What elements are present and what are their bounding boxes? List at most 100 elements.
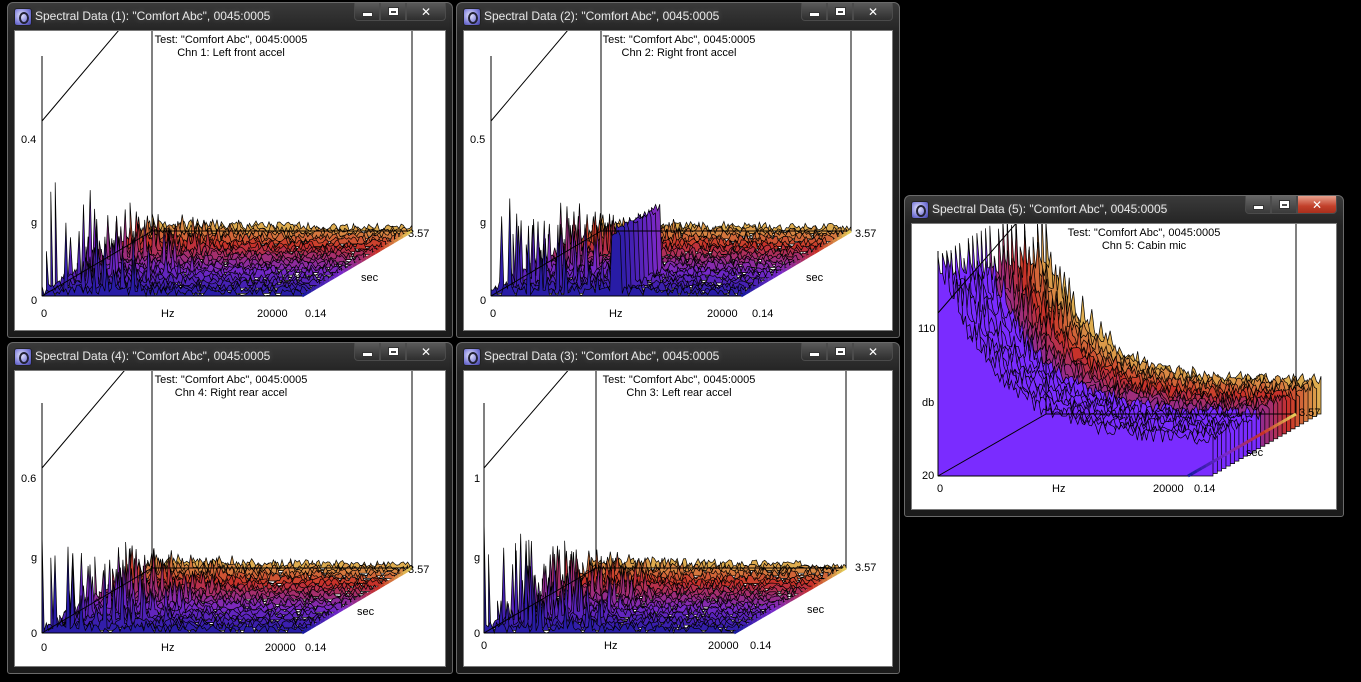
- y-max-label: 0.5: [470, 134, 485, 146]
- minimize-button[interactable]: [354, 3, 380, 21]
- close-button[interactable]: ✕: [1297, 196, 1337, 214]
- close-icon: ✕: [420, 344, 432, 359]
- time-axis-segment: [763, 278, 770, 284]
- y-max-label: 0.6: [21, 473, 36, 485]
- waterfall-plot[interactable]: Test: "Comfort Abc", 0045:0005 Chn 5: Ca…: [912, 224, 1338, 513]
- waterfall-slice: [138, 550, 400, 577]
- time-axis-segment: [1187, 472, 1194, 478]
- time-axis-segment: [402, 569, 409, 575]
- maximize-button[interactable]: [380, 343, 406, 361]
- close-button[interactable]: ✕: [406, 3, 446, 21]
- time-axis-segment: [758, 281, 765, 287]
- waterfall-slice: [937, 255, 1214, 477]
- maximize-button[interactable]: [827, 3, 853, 21]
- time-axis-segment: [1236, 443, 1243, 449]
- waterfall-slice: [94, 556, 356, 603]
- minimize-button[interactable]: [801, 3, 827, 21]
- time-axis-segment: [406, 566, 413, 572]
- title-bar[interactable]: Spectral Data (3): "Comfort Abc", 0045:0…: [457, 343, 899, 369]
- time-axis-segment: [845, 229, 852, 235]
- x-unit-label: Hz: [161, 308, 174, 320]
- minimize-button[interactable]: [1245, 196, 1271, 214]
- window-title: Spectral Data (3): "Comfort Abc", 0045:0…: [484, 349, 720, 363]
- spectral-window-1[interactable]: Spectral Data (1): "Comfort Abc", 0045:0…: [7, 2, 453, 338]
- top-left-edge: [41, 371, 125, 469]
- time-axis-segment: [817, 580, 824, 586]
- maximize-icon: [1278, 200, 1290, 209]
- z-unit-label: sec: [1246, 447, 1264, 459]
- time-axis-segment: [1277, 420, 1284, 426]
- time-axis-segment: [786, 264, 793, 271]
- close-icon: ✕: [1311, 197, 1323, 212]
- minimize-button[interactable]: [801, 343, 827, 361]
- time-axis-segment: [397, 572, 404, 578]
- plot-area[interactable]: Test: "Comfort Abc", 0045:0005 Chn 2: Ri…: [463, 30, 893, 331]
- minimize-button[interactable]: [354, 343, 380, 361]
- maximize-button[interactable]: [827, 343, 853, 361]
- minimize-icon: [808, 11, 820, 17]
- time-axis-segment: [804, 254, 811, 260]
- waterfall-slice: [81, 208, 342, 274]
- maximize-button[interactable]: [380, 3, 406, 21]
- waterfall-plot[interactable]: Test: "Comfort Abc", 0045:0005 Chn 3: Le…: [464, 371, 894, 670]
- x-max-label: 20000: [1153, 483, 1184, 495]
- waterfall-series: [490, 198, 852, 297]
- plot-area[interactable]: Test: "Comfort Abc", 0045:0005 Chn 3: Le…: [463, 370, 893, 667]
- time-axis-segment: [374, 248, 381, 254]
- time-axis-segment: [356, 259, 363, 265]
- time-axis-segment: [776, 270, 784, 276]
- maximize-button[interactable]: [1271, 196, 1297, 214]
- time-axis-segment: [392, 237, 400, 244]
- waterfall-slice: [490, 198, 742, 297]
- time-axis-segment: [360, 593, 367, 600]
- time-axis-segment: [388, 240, 395, 246]
- z-max-label: 3.57: [855, 228, 876, 240]
- time-axis-segment: [342, 267, 349, 273]
- time-axis-segment: [789, 596, 796, 602]
- back-wall: [1045, 224, 1297, 415]
- title-bar[interactable]: Spectral Data (4): "Comfort Abc", 0045:0…: [8, 343, 452, 369]
- time-axis-segment: [383, 580, 390, 586]
- x-max-label: 20000: [708, 640, 739, 652]
- time-axis-segment: [803, 588, 810, 594]
- time-axis-segment: [388, 577, 395, 583]
- waterfall-plot[interactable]: Test: "Comfort Abc", 0045:0005 Chn 2: Ri…: [464, 31, 894, 334]
- time-axis-segment: [765, 610, 773, 616]
- z-unit-label: sec: [357, 606, 375, 618]
- floor-left-edge: [490, 230, 602, 297]
- close-button[interactable]: ✕: [853, 343, 893, 361]
- spectral-window-3[interactable]: Spectral Data (3): "Comfort Abc", 0045:0…: [456, 342, 900, 674]
- time-axis-segment: [827, 240, 834, 246]
- title-bar[interactable]: Spectral Data (1): "Comfort Abc", 0045:0…: [8, 3, 452, 29]
- time-axis-segment: [319, 281, 326, 287]
- y-unit-label: g: [31, 217, 37, 229]
- time-axis-segment: [333, 273, 340, 279]
- maximize-icon: [387, 347, 399, 356]
- spectral-window-4[interactable]: Spectral Data (4): "Comfort Abc", 0045:0…: [7, 342, 453, 674]
- close-button[interactable]: ✕: [406, 343, 446, 361]
- waterfall-plot[interactable]: Test: "Comfort Abc", 0045:0005 Chn 1: Le…: [15, 31, 447, 334]
- time-axis-segment: [369, 588, 377, 594]
- waterfall-plot[interactable]: Test: "Comfort Abc", 0045:0005 Chn 4: Ri…: [15, 371, 447, 670]
- time-axis-segment: [301, 629, 308, 635]
- waterfall-slice: [595, 556, 847, 569]
- spectral-window-5[interactable]: Spectral Data (5): "Comfort Abc", 0045:0…: [904, 195, 1344, 517]
- title-bar[interactable]: Spectral Data (2): "Comfort Abc", 0045:0…: [457, 3, 899, 29]
- x-unit-label: Hz: [609, 308, 622, 320]
- title-bar[interactable]: Spectral Data (5): "Comfort Abc", 0045:0…: [905, 196, 1343, 222]
- time-axis-segment: [770, 607, 777, 613]
- time-axis-segment: [305, 289, 312, 295]
- back-wall: [151, 31, 413, 232]
- plot-area[interactable]: Test: "Comfort Abc", 0045:0005 Chn 1: Le…: [14, 30, 446, 331]
- top-left-edge: [490, 31, 568, 122]
- spectral-window-2[interactable]: Spectral Data (2): "Comfort Abc", 0045:0…: [456, 2, 900, 338]
- plot-area[interactable]: Test: "Comfort Abc", 0045:0005 Chn 4: Ri…: [14, 370, 446, 667]
- y-min-label: 0: [480, 295, 486, 307]
- close-button[interactable]: ✕: [853, 3, 893, 21]
- app-icon: [463, 348, 481, 366]
- time-axis-segment: [1205, 461, 1212, 467]
- waterfall-series: [41, 182, 413, 298]
- time-axis-segment: [808, 251, 816, 257]
- plot-area[interactable]: Test: "Comfort Abc", 0045:0005 Chn 5: Ca…: [911, 223, 1337, 510]
- window-title: Spectral Data (4): "Comfort Abc", 0045:0…: [35, 349, 271, 363]
